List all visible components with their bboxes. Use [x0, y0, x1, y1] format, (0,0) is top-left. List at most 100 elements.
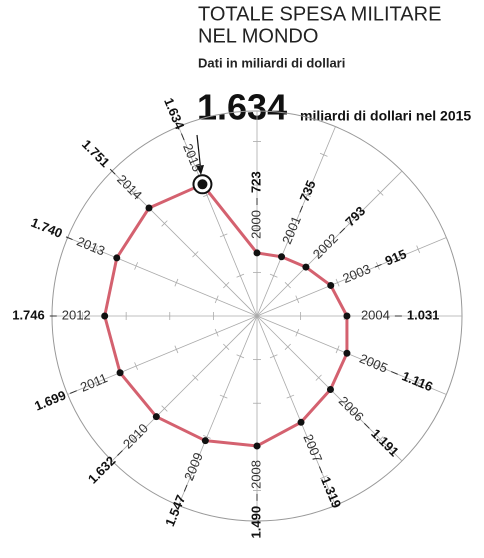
tick-mark — [416, 378, 421, 387]
data-line — [103, 182, 349, 448]
point — [145, 204, 153, 212]
value-label: 1.547 — [162, 493, 188, 529]
separator — [363, 422, 370, 429]
value-label: 1.751 — [79, 137, 113, 171]
chart-subtitle: Dati in miliardi di dollari — [198, 55, 345, 70]
spoke-label: 2009 1.547 — [162, 450, 206, 528]
point — [343, 349, 351, 357]
tick-mark — [186, 152, 195, 157]
spoke — [256, 126, 336, 317]
point — [326, 385, 334, 393]
point — [201, 437, 209, 445]
category-label: 2009 — [181, 450, 206, 482]
tick-mark — [219, 394, 228, 399]
annotation-value: 1.634 — [197, 87, 287, 128]
category-label: 2002 — [310, 231, 341, 262]
tick-mark — [214, 328, 219, 337]
point — [113, 254, 121, 262]
category-label: 2006 — [336, 393, 367, 424]
tick-mark — [303, 434, 311, 439]
point — [278, 253, 286, 261]
category-label: 2003 — [340, 261, 372, 286]
tick-mark — [130, 436, 137, 443]
tick-mark — [416, 245, 421, 254]
spoke-label: 2011 1.699 — [32, 370, 109, 414]
tick-mark — [219, 233, 228, 238]
tick-mark — [93, 245, 98, 254]
tick-mark — [284, 343, 291, 350]
spoke-label: 2012 1.746 — [12, 307, 90, 322]
tick-mark — [269, 354, 278, 359]
value-label: 1.740 — [29, 215, 65, 241]
tick-mark — [174, 278, 179, 287]
separator — [117, 450, 123, 456]
separator — [183, 484, 188, 492]
tick-mark — [375, 362, 380, 370]
value-label: 1.490 — [248, 506, 263, 539]
point — [116, 369, 124, 377]
value-label: 1.031 — [407, 307, 440, 322]
value-label: 1.746 — [12, 307, 45, 322]
category-label: 2013 — [75, 234, 107, 259]
point — [253, 442, 261, 450]
separator — [70, 390, 77, 394]
tick-mark — [377, 436, 384, 443]
spoke-label: 2000 723 — [248, 171, 263, 239]
chart-title: TOTALE SPESA MILITARE — [198, 3, 441, 25]
category-label: 2005 — [357, 351, 389, 376]
tick-mark — [335, 345, 340, 354]
category-label: 2004 — [361, 307, 390, 322]
tick-mark — [346, 220, 353, 227]
value-label: 1.116 — [400, 368, 435, 394]
value-label: 1.634 — [161, 96, 188, 133]
point — [101, 312, 109, 320]
spoke — [111, 315, 258, 462]
tick-mark — [286, 233, 295, 238]
tick-mark — [186, 475, 195, 480]
separator — [339, 227, 346, 234]
tick-mark — [284, 282, 291, 289]
category-label: 2007 — [300, 432, 325, 464]
value-label: 1.632 — [85, 453, 119, 487]
tick-mark — [295, 328, 300, 337]
spoke — [256, 315, 336, 506]
spoke — [67, 237, 258, 317]
tick-mark — [192, 374, 199, 381]
separator — [65, 236, 73, 241]
tick-mark — [134, 262, 139, 270]
tick-mark — [269, 273, 278, 278]
point — [152, 413, 160, 421]
value-label: 1.319 — [318, 474, 344, 510]
tick-mark — [192, 251, 199, 258]
spoke-label: 2005 1.116 — [357, 351, 435, 395]
tick-mark — [315, 251, 322, 258]
tick-mark — [286, 394, 295, 399]
arrow-head — [196, 165, 204, 175]
point — [297, 418, 305, 426]
separator — [374, 263, 382, 268]
category-label: 2014 — [114, 172, 145, 203]
category-label: 2008 — [248, 460, 263, 489]
value-label: 1.699 — [32, 387, 68, 413]
separator — [391, 371, 398, 375]
spoke — [67, 315, 258, 395]
separator — [299, 205, 304, 213]
annotation-text: miliardi di dollari nel 2015 — [300, 108, 471, 124]
tick-mark — [377, 189, 384, 196]
spoke — [256, 170, 403, 317]
tick-mark — [134, 362, 139, 370]
spoke — [256, 237, 447, 317]
spoke — [178, 126, 258, 317]
value-label: 723 — [248, 171, 263, 193]
tick-mark — [93, 378, 98, 387]
point — [197, 179, 208, 190]
value-label: 793 — [342, 203, 368, 229]
tick-mark — [223, 343, 230, 350]
tick-mark — [315, 374, 322, 381]
value-label: 1.191 — [368, 426, 402, 460]
spoke-label: 2007 1.319 — [300, 432, 344, 510]
